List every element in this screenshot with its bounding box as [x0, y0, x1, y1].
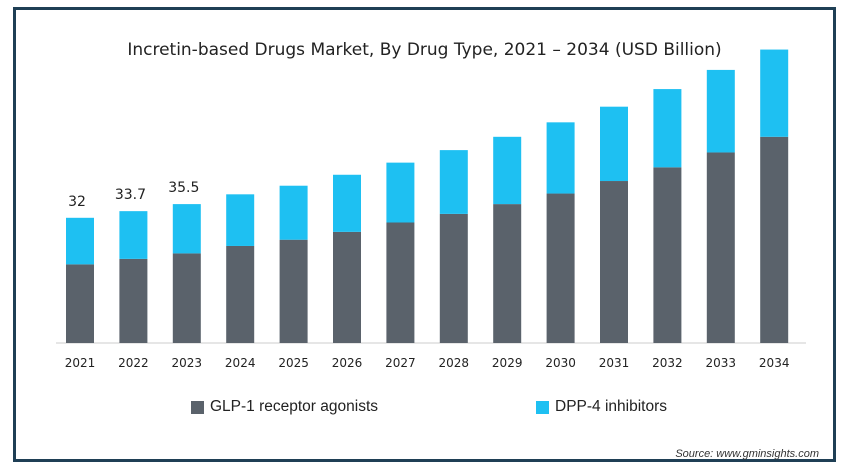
- bar-glp1-2028: [439, 213, 468, 343]
- bar-glp1-2023: [172, 253, 201, 343]
- bar-glp1-2031: [600, 181, 628, 343]
- legend-label-glp1: GLP-1 receptor agonists: [210, 398, 379, 415]
- x-tick-2027: 2027: [385, 356, 416, 370]
- legend-swatch-glp1: [191, 400, 204, 414]
- bar-glp1-2033: [706, 152, 735, 343]
- bar-dpp4-2024: [226, 194, 255, 246]
- x-tick-2024: 2024: [225, 356, 256, 370]
- x-tick-2028: 2028: [439, 356, 470, 370]
- chart-frame: Incretin-based Drugs Market, By Drug Typ…: [13, 7, 836, 462]
- total-label-2022: 33.7: [115, 187, 146, 203]
- x-tick-2021: 2021: [65, 356, 96, 370]
- x-tick-2022: 2022: [118, 356, 149, 370]
- legend-label-dpp4: DPP-4 inhibitors: [555, 398, 667, 415]
- x-tick-2029: 2029: [492, 356, 523, 370]
- bar-dpp4-2023: [172, 204, 201, 254]
- bar-dpp4-2029: [493, 136, 522, 205]
- chart-title: Incretin-based Drugs Market, By Drug Typ…: [127, 40, 722, 60]
- bar-dpp4-2034: [760, 49, 789, 137]
- bar-dpp4-2027: [386, 162, 415, 223]
- bar-dpp4-2026: [333, 174, 361, 232]
- bar-dpp4-2021: [66, 217, 94, 265]
- bar-glp1-2032: [653, 167, 682, 343]
- x-tick-2026: 2026: [332, 356, 363, 370]
- x-tick-2031: 2031: [599, 356, 630, 370]
- bar-glp1-2029: [493, 204, 522, 343]
- bar-dpp4-2025: [279, 185, 308, 240]
- bar-dpp4-2032: [653, 89, 682, 168]
- source-note: Source: www.gminsights.com: [675, 448, 819, 460]
- bar-glp1-2025: [279, 239, 308, 343]
- bar-dpp4-2030: [546, 122, 575, 194]
- bars-group: [66, 49, 789, 343]
- total-label-2023: 35.5: [168, 180, 199, 196]
- legend-swatch-dpp4: [536, 400, 549, 414]
- bar-dpp4-2022: [119, 211, 148, 259]
- bar-dpp4-2031: [600, 106, 628, 182]
- x-tick-2030: 2030: [545, 356, 576, 370]
- bar-glp1-2026: [333, 231, 361, 343]
- bar-glp1-2027: [386, 222, 415, 343]
- bar-dpp4-2028: [439, 150, 468, 214]
- bar-glp1-2030: [546, 193, 575, 343]
- value-labels: 32 33.7 35.5: [68, 180, 199, 210]
- bar-glp1-2024: [226, 245, 255, 343]
- x-tick-2034: 2034: [759, 356, 790, 370]
- x-tick-2032: 2032: [652, 356, 683, 370]
- bar-glp1-2022: [119, 258, 148, 343]
- x-tick-2023: 2023: [172, 356, 203, 370]
- legend-item-dpp4: DPP-4 inhibitors: [536, 398, 667, 416]
- x-tick-2033: 2033: [706, 356, 737, 370]
- bar-glp1-2021: [66, 264, 94, 343]
- bar-dpp4-2033: [706, 69, 735, 153]
- x-tick-2025: 2025: [278, 356, 309, 370]
- chart-plot: 2021 2022 2023 2024 2025 2026 2027 2028 2029 2030…: [56, 49, 806, 370]
- bar-glp1-2034: [760, 136, 789, 343]
- x-tick-labels: 2021 2022 2023 2024 2025 2026 2027 2028 2029 2030…: [65, 356, 790, 370]
- legend-item-glp1: GLP-1 receptor agonists: [191, 398, 378, 416]
- total-label-2021: 32: [68, 194, 86, 210]
